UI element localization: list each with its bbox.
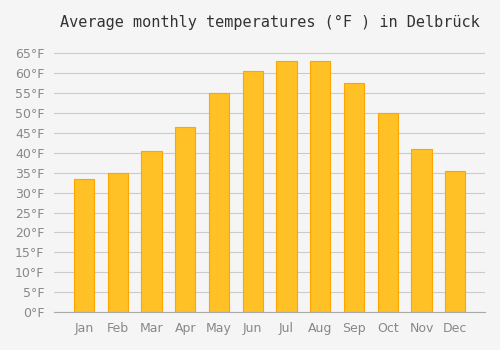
Bar [310, 61, 330, 312]
Bar [276, 61, 296, 312]
Bar [445, 170, 466, 312]
Bar [74, 178, 94, 312]
Bar [108, 173, 128, 312]
Bar [242, 71, 263, 312]
Bar [175, 127, 196, 312]
Bar [142, 150, 162, 312]
Title: Average monthly temperatures (°F ) in Delbrück: Average monthly temperatures (°F ) in De… [60, 15, 480, 30]
Bar [378, 113, 398, 312]
Bar [344, 83, 364, 312]
Bar [412, 149, 432, 312]
Bar [209, 93, 229, 312]
